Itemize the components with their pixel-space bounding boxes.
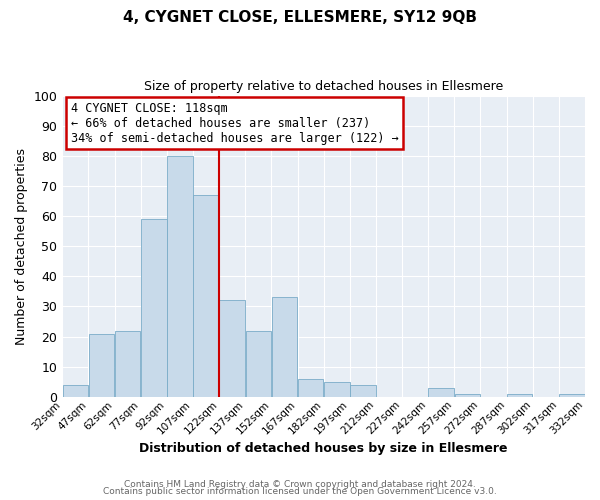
Bar xyxy=(272,298,297,397)
Bar xyxy=(350,385,376,397)
Bar xyxy=(428,388,454,397)
Bar xyxy=(193,195,219,397)
Bar xyxy=(245,330,271,397)
Title: Size of property relative to detached houses in Ellesmere: Size of property relative to detached ho… xyxy=(144,80,503,93)
Bar xyxy=(89,334,115,397)
Bar xyxy=(115,330,140,397)
Bar xyxy=(559,394,585,397)
Y-axis label: Number of detached properties: Number of detached properties xyxy=(15,148,28,344)
Bar xyxy=(167,156,193,397)
Text: Contains public sector information licensed under the Open Government Licence v3: Contains public sector information licen… xyxy=(103,487,497,496)
Text: 4 CYGNET CLOSE: 118sqm
← 66% of detached houses are smaller (237)
34% of semi-de: 4 CYGNET CLOSE: 118sqm ← 66% of detached… xyxy=(71,102,399,144)
Bar xyxy=(141,219,167,397)
Bar xyxy=(62,385,88,397)
Text: Contains HM Land Registry data © Crown copyright and database right 2024.: Contains HM Land Registry data © Crown c… xyxy=(124,480,476,489)
Bar xyxy=(324,382,350,397)
Bar xyxy=(298,378,323,397)
Text: 4, CYGNET CLOSE, ELLESMERE, SY12 9QB: 4, CYGNET CLOSE, ELLESMERE, SY12 9QB xyxy=(123,10,477,25)
Bar xyxy=(220,300,245,397)
Bar xyxy=(455,394,480,397)
Bar xyxy=(507,394,532,397)
X-axis label: Distribution of detached houses by size in Ellesmere: Distribution of detached houses by size … xyxy=(139,442,508,455)
